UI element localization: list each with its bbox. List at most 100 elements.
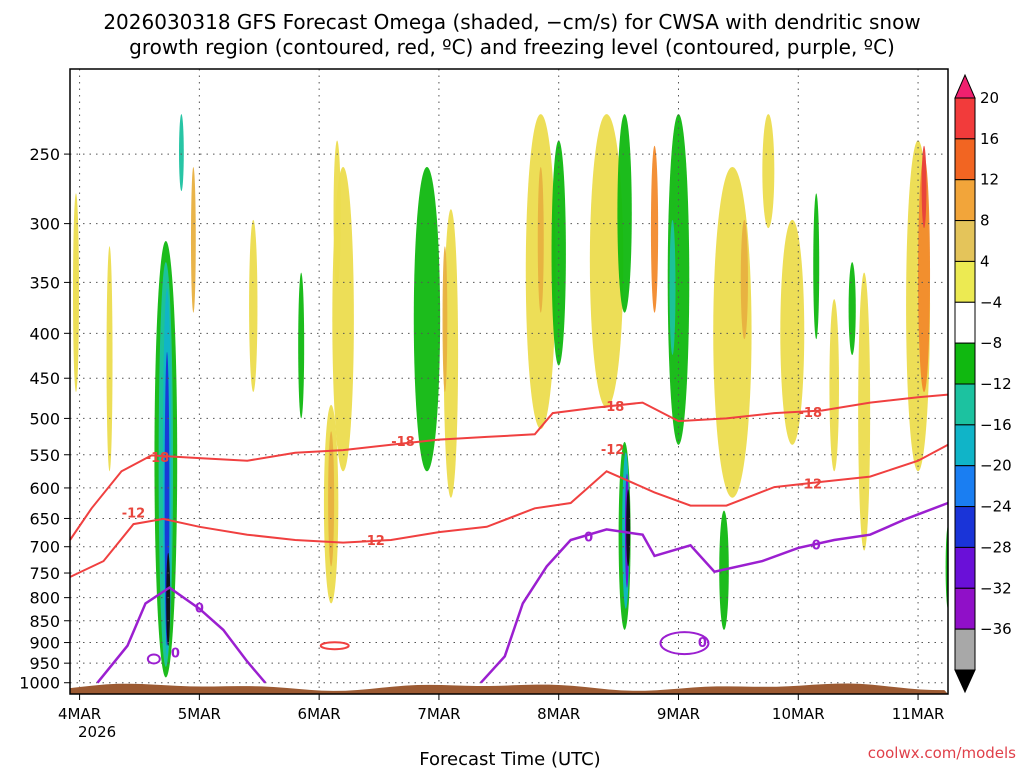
x-axis-label: Forecast Time (UTC) xyxy=(419,749,600,768)
freezing-contour-label: 0 xyxy=(171,647,180,662)
y-tick-label: 700 xyxy=(29,538,60,557)
colorbar-level-label: −28 xyxy=(980,538,1012,556)
x-axis-ticks: 4MAR 5MAR 6MAR 7MAR 8MAR 9MAR 10MAR 11MAR xyxy=(58,694,944,723)
dgz-contour-label: -12 xyxy=(601,443,625,458)
plot-frame xyxy=(69,68,949,695)
omega-cell-neg12-36 xyxy=(179,114,184,192)
freezing-small-loop-b xyxy=(659,631,710,656)
omega-cell-8-18 xyxy=(537,166,544,313)
y-tick-label: 750 xyxy=(29,564,60,583)
omega-cell-8-16 xyxy=(328,431,335,567)
x-tick-label: 4MAR xyxy=(58,705,101,723)
y-tick-label: 250 xyxy=(29,145,60,164)
colorbar: 20 16 12 8 4 −4 −8 −12 −16 −20 −24 −28 −32 −36 xyxy=(954,73,1012,694)
contours: -18 -18 -18 -18 -12 -12 -12 -12 0 0 0 0 0 xyxy=(69,393,949,684)
colorbar-segment xyxy=(954,138,976,181)
dgz-contour-label: -18 xyxy=(799,406,823,421)
chart-title-line1: 2026030318 GFS Forecast Omega (shaded, −… xyxy=(103,10,920,34)
y-tick-label: 800 xyxy=(29,589,60,608)
colorbar-level-label: −16 xyxy=(980,416,1012,434)
x-tick-label: 8MAR xyxy=(537,705,580,723)
colorbar-level-label: 8 xyxy=(980,212,990,230)
freezing-contour-label: 0 xyxy=(195,602,204,617)
colorbar-level-label: −4 xyxy=(980,293,1002,311)
y-tick-label: 600 xyxy=(29,479,60,498)
colorbar-level-label: −20 xyxy=(980,457,1012,475)
plot-background xyxy=(70,69,948,694)
omega-cell-12-20 xyxy=(650,145,659,313)
colorbar-segment xyxy=(954,546,976,589)
omega-cell-neg8-31 xyxy=(848,262,856,355)
x-tick-label: 6MAR xyxy=(298,705,341,723)
grid xyxy=(70,69,948,694)
colorbar-top-arrow xyxy=(954,73,976,99)
omega-cell-neg12-35 xyxy=(669,219,676,355)
chart-title-line2: growth region (contoured, red, ºC) and f… xyxy=(129,35,895,59)
omega-cell-neg36-41 xyxy=(166,552,171,646)
colorbar-level-label: −8 xyxy=(980,334,1002,352)
omega-cell-4-4 xyxy=(589,114,624,408)
omega-cell-neg36-42 xyxy=(626,489,631,567)
omega-cell-12-21 xyxy=(918,156,931,392)
colorbar-segment xyxy=(954,424,976,467)
y-tick-label: 850 xyxy=(29,612,60,631)
freezing-contour-0-0 xyxy=(96,586,267,684)
dgz-contour-label: -12 xyxy=(799,477,823,492)
omega-cell-8-19 xyxy=(740,219,748,340)
x-tick-label: 11MAR xyxy=(892,705,945,723)
colorbar-level-label: −32 xyxy=(980,579,1012,597)
colorbar-segment xyxy=(954,301,976,344)
dgz-contour--18-0 xyxy=(69,393,949,541)
dgz-small-loop xyxy=(319,641,350,651)
colorbar-level-label: −12 xyxy=(980,375,1012,393)
colorbar-segment xyxy=(954,97,976,140)
dgz-contour--12-1 xyxy=(69,443,949,578)
omega-cell-8-15 xyxy=(190,166,196,313)
colorbar-level-label: −36 xyxy=(980,620,1012,638)
terrain-strip xyxy=(70,683,948,694)
dgz-contour-label: -18 xyxy=(601,400,625,415)
colorbar-segment xyxy=(954,342,976,385)
freezing-contour-label: 0 xyxy=(584,530,593,545)
colorbar-segment xyxy=(954,465,976,508)
dgz-contour-label: -18 xyxy=(146,451,170,466)
omega-cell-neg8-25 xyxy=(667,114,690,445)
omega-cell-4-8 xyxy=(829,299,839,472)
axes xyxy=(69,68,949,695)
colorbar-segment xyxy=(954,587,976,630)
x-tick-label: 7MAR xyxy=(417,705,460,723)
colorbar-segment xyxy=(954,260,976,303)
y-tick-label: 900 xyxy=(29,634,60,653)
y-tick-label: 350 xyxy=(29,273,60,292)
colorbar-level-label: 20 xyxy=(980,89,999,107)
x-tick-label: 9MAR xyxy=(657,705,700,723)
dgz-contour-label: -12 xyxy=(361,534,385,549)
x-tick-label: 5MAR xyxy=(178,705,221,723)
colorbar-segment xyxy=(954,383,976,426)
omega-cell-neg8-30 xyxy=(298,272,305,419)
plot-area xyxy=(70,69,948,694)
colorbar-segment xyxy=(954,506,976,548)
colorbar-level-label: 16 xyxy=(980,130,999,148)
y-tick-label: 450 xyxy=(29,369,60,388)
omega-cell-4-10 xyxy=(72,193,79,392)
omega-cell-4-12 xyxy=(249,219,258,392)
x-axis-year-label: 2026 xyxy=(78,723,116,741)
omega-cell-neg8-33 xyxy=(813,193,820,340)
colorbar-level-label: 4 xyxy=(980,252,990,270)
omega-blob-group xyxy=(72,114,948,678)
colorbar-segment xyxy=(954,179,976,222)
x-tick-label: 10MAR xyxy=(772,705,825,723)
omega-cell-4-14 xyxy=(762,114,775,229)
freezing-contour-label: 0 xyxy=(812,538,821,553)
omega-cell-8-17 xyxy=(442,246,448,392)
omega-cell-4-2 xyxy=(443,209,459,498)
omega-cell-neg8-27 xyxy=(413,166,441,472)
omega-cell-20-22 xyxy=(921,145,927,229)
y-tick-label: 500 xyxy=(29,409,60,428)
dgz-contour-label: -12 xyxy=(122,507,146,522)
omega-cell-neg8-28 xyxy=(551,140,566,366)
omega-cell-4-7 xyxy=(858,272,871,551)
terrain-fill xyxy=(70,683,948,694)
